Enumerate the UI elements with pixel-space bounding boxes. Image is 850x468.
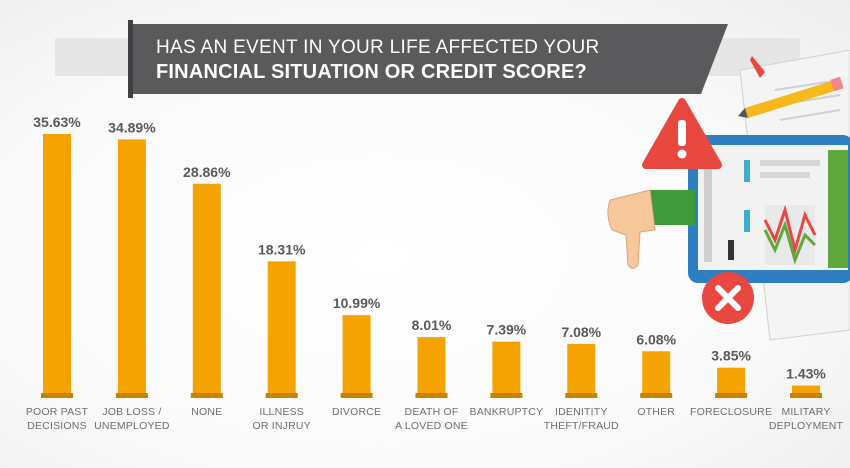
bar-1	[117, 139, 146, 397]
bar-base-8	[640, 393, 673, 398]
bar-7	[567, 343, 596, 396]
bar-base-10	[790, 393, 822, 398]
category-label-10: MILITARY DEPLOYMENT	[769, 406, 844, 432]
data-label-10: 1.43%	[786, 365, 826, 381]
bar-base-0	[41, 393, 73, 398]
category-label-2: NONE	[191, 406, 222, 418]
category-label-6: BANKRUPTCY	[470, 406, 544, 418]
title-banner: HAS AN EVENT IN YOUR LIFE AFFECTED YOUR …	[128, 24, 728, 94]
tablet-icon	[688, 135, 850, 283]
category-label-1: JOB LOSS / UNEMPLOYED	[94, 406, 170, 432]
title-accent	[128, 20, 133, 98]
category-label-9: FORECLOSURE	[690, 406, 772, 418]
data-label-8: 6.08%	[636, 331, 676, 347]
bar-base-2	[190, 393, 223, 398]
bar-9	[717, 367, 746, 396]
error-icon	[702, 272, 754, 324]
category-label-7: IDENITITY THEFT/FRAUD	[544, 406, 619, 432]
bar-base-1	[115, 393, 148, 398]
chart-title-line-2: FINANCIAL SITUATION OR CREDIT SCORE?	[156, 61, 587, 83]
bar-base-4	[340, 393, 373, 398]
bar-base-3	[265, 393, 298, 398]
bar-6	[492, 341, 521, 396]
bar-base-6	[490, 393, 523, 398]
category-label-5: DEATH OF A LOVED ONE	[395, 406, 468, 432]
category-label-3: ILLNESS OR INJRUY	[253, 406, 311, 432]
category-label-8: OTHER	[637, 406, 675, 418]
bar-5	[417, 337, 446, 396]
category-label-4: DIVORCE	[332, 406, 381, 418]
bar-10	[792, 385, 820, 396]
data-label-1: 34.89%	[108, 119, 156, 135]
data-label-6: 7.39%	[487, 322, 527, 338]
bar-2	[192, 183, 221, 396]
credit-report-illustration	[607, 50, 850, 341]
chart-title-line-1: HAS AN EVENT IN YOUR LIFE AFFECTED YOUR	[156, 37, 600, 58]
data-label-0: 35.63%	[33, 114, 81, 130]
warning-icon	[642, 98, 722, 169]
data-label-3: 18.31%	[258, 241, 306, 257]
pencil-icon	[738, 76, 844, 118]
bar-4	[342, 315, 371, 396]
thumbs-down-icon	[607, 189, 695, 269]
data-label-2: 28.86%	[183, 164, 231, 180]
bar-base-9	[715, 393, 748, 398]
data-label-4: 10.99%	[333, 295, 381, 311]
bar-3	[267, 261, 296, 396]
bar-base-5	[415, 393, 448, 398]
bar-0	[43, 134, 71, 396]
data-label-5: 8.01%	[412, 317, 452, 333]
bar-8	[642, 351, 671, 396]
category-label-0: POOR PAST DECISIONS	[26, 406, 89, 432]
bar-base-7	[565, 393, 598, 398]
data-label-7: 7.08%	[561, 324, 601, 340]
data-label-9: 3.85%	[711, 348, 751, 364]
